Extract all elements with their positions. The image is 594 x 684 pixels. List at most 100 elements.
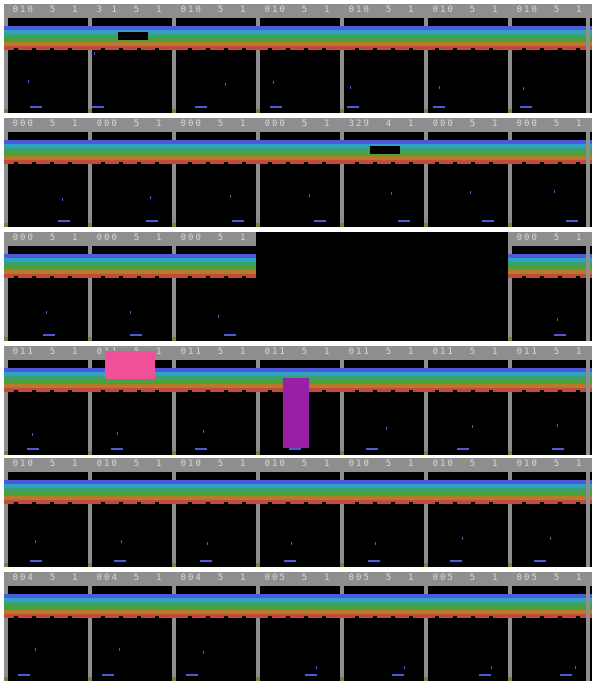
game-frame: 010 5 1	[340, 458, 424, 567]
brick-gap	[188, 276, 192, 278]
left-wall	[340, 132, 344, 227]
score-readout: 010 5 1	[432, 5, 500, 15]
left-wall	[424, 360, 428, 455]
brick-row	[172, 156, 256, 160]
hud-bar: 010 5 1	[256, 458, 340, 472]
ball	[150, 196, 152, 199]
paddle	[347, 106, 360, 108]
brick-row	[508, 254, 592, 258]
hud-bar: 010 5 1	[256, 4, 340, 18]
right-wall	[586, 246, 590, 341]
hud-bar: 004 5 1	[88, 572, 172, 586]
hud-bar: 004 5 1	[172, 572, 256, 586]
brick-row	[4, 148, 88, 152]
hud-bar: 011 5 1	[424, 346, 508, 360]
purple-block	[283, 378, 309, 448]
brick-row	[340, 484, 424, 488]
brick-row	[340, 140, 424, 144]
wall-foot	[508, 109, 512, 113]
ball	[119, 647, 121, 651]
brick-gap	[137, 502, 141, 504]
brick-gap	[101, 162, 105, 164]
brick-row	[4, 274, 88, 278]
brick-row	[424, 148, 508, 152]
brick-row	[508, 266, 592, 270]
hud-bar: 000 5 1	[88, 118, 172, 132]
brick-gap	[119, 276, 123, 278]
ball	[308, 193, 310, 197]
game-frame: 005 5 1	[340, 572, 424, 681]
brick-row	[4, 610, 88, 614]
brick-gap	[558, 48, 562, 50]
left-wall	[424, 18, 428, 113]
paddle	[30, 106, 43, 108]
left-wall	[256, 18, 260, 113]
score-readout: 000 5 1	[180, 119, 248, 129]
brick-row	[172, 388, 256, 392]
ball	[557, 424, 559, 427]
brick-gap	[50, 616, 54, 618]
score-readout: 004 5 1	[96, 573, 164, 583]
hud-bar: 011 5 1	[256, 346, 340, 360]
left-wall	[340, 18, 344, 113]
right-wall	[586, 360, 590, 455]
brick-row	[340, 492, 424, 496]
brick-row	[4, 270, 88, 274]
wall-foot	[88, 677, 92, 681]
game-frame: 011 5 1	[424, 346, 508, 455]
score-readout: 010 5 1	[12, 5, 80, 15]
brick-row	[508, 598, 592, 602]
score-readout: 010 5 1	[516, 5, 584, 15]
brick-row	[508, 258, 592, 262]
score-readout: 010 5 1	[180, 459, 248, 469]
brick-row	[508, 46, 592, 50]
brick-row	[340, 368, 424, 372]
brick-gap	[206, 390, 210, 392]
brick-gap	[540, 502, 544, 504]
brick-row	[340, 160, 424, 164]
paddle	[114, 560, 127, 562]
brick-gap	[304, 162, 308, 164]
wall-foot	[424, 677, 428, 681]
hud-bar: 329 4 1	[340, 118, 424, 132]
brick-gap	[453, 616, 457, 618]
brick-gap	[32, 502, 36, 504]
brick-gap	[32, 616, 36, 618]
brick-row	[340, 376, 424, 380]
brick-gap	[224, 616, 228, 618]
brick-row	[424, 156, 508, 160]
brick-row	[424, 384, 508, 388]
left-wall	[256, 132, 260, 227]
brick-gap	[355, 502, 359, 504]
score-readout: 005 5 1	[264, 573, 332, 583]
ball	[403, 666, 405, 669]
brick-row	[172, 384, 256, 388]
brick-gap	[373, 162, 377, 164]
brick-gap	[155, 502, 159, 504]
brick-row	[4, 492, 88, 496]
brick-gap	[522, 162, 526, 164]
ball	[557, 317, 559, 321]
brick-gap	[242, 276, 246, 278]
score-readout: 000 5 1	[12, 119, 80, 129]
left-wall	[172, 132, 176, 227]
brick-row	[424, 480, 508, 484]
ball	[121, 540, 123, 543]
score-readout: 005 5 1	[432, 573, 500, 583]
brick-row	[4, 372, 88, 376]
brick-row	[256, 30, 340, 34]
paddle	[482, 220, 495, 222]
wall-foot	[4, 337, 8, 341]
game-frame: 010 5 1	[88, 458, 172, 567]
game-frame: 010 5 1	[172, 458, 256, 567]
ball	[522, 87, 524, 90]
hud-bar: 005 5 1	[424, 572, 508, 586]
game-frame: 011 5 1	[508, 346, 592, 455]
brick-row	[340, 602, 424, 606]
brick-row	[424, 26, 508, 30]
brick-row	[508, 262, 592, 266]
brick-row	[172, 262, 256, 266]
ball	[390, 192, 392, 195]
brick-gap	[155, 390, 159, 392]
brick-gap	[391, 616, 395, 618]
